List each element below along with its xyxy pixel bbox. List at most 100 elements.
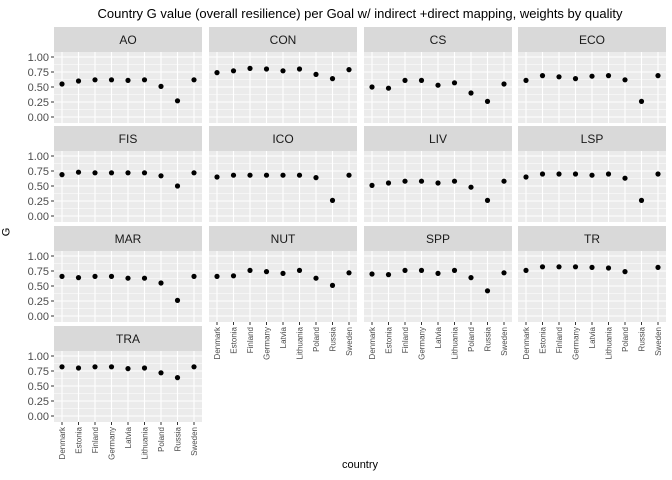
data-point (539, 73, 546, 79)
y-tick-label: 0.75 (28, 67, 49, 79)
data-point (174, 375, 181, 381)
facet-strip-label: AO (119, 33, 136, 47)
data-point (572, 76, 579, 82)
facet-strip (209, 126, 357, 151)
y-tick-label: 0.50 (28, 82, 49, 94)
facet-strip-label: MAR (115, 232, 142, 246)
facet-strip-label: SPP (426, 232, 450, 246)
facet-panel-con: CON (209, 27, 357, 123)
data-point (280, 68, 286, 74)
x-tick-label: Russia (329, 326, 338, 351)
data-point (484, 197, 491, 203)
data-point (174, 98, 181, 104)
data-point (263, 172, 270, 178)
data-point (158, 173, 164, 179)
y-tick-label: 0.00 (28, 411, 49, 423)
x-tick-label: Denmark (522, 326, 531, 359)
x-tick-label: Sweden (190, 427, 199, 456)
x-tick-label: Sweden (500, 327, 509, 356)
data-point (589, 264, 595, 270)
facet-panel-ao: AO 0.00 0.25 0.50 0.75 1.00 (28, 27, 202, 124)
data-point (556, 171, 562, 177)
data-point (418, 267, 425, 273)
data-point (92, 364, 98, 370)
facet-panel-tra: TRA 0.00 0.25 0.50 0.75 1.00 (28, 326, 202, 423)
data-point (418, 77, 425, 83)
data-point (59, 364, 65, 370)
x-tick-label: Germany (108, 427, 117, 460)
data-point (230, 172, 237, 178)
data-point (655, 73, 661, 79)
data-point (247, 65, 253, 71)
x-tick-label: Latvia (279, 326, 288, 348)
data-point (556, 74, 562, 80)
y-tick-label: 0.00 (28, 211, 49, 223)
y-tick-label: 0.25 (28, 196, 49, 208)
data-point (346, 67, 352, 73)
data-point (92, 273, 98, 279)
y-tick-label: 0.75 (28, 166, 49, 178)
data-point (59, 172, 65, 178)
data-point (313, 175, 319, 181)
data-point (385, 85, 392, 91)
data-point (125, 275, 131, 281)
data-point (174, 297, 181, 303)
data-point (214, 273, 220, 279)
facet-strip (54, 326, 202, 351)
facet-strip (518, 27, 666, 52)
data-point (572, 264, 579, 270)
x-tick-label: Denmark (58, 426, 67, 459)
data-point (523, 267, 529, 273)
x-tick-label: Finland (401, 327, 410, 353)
x-tick-label: Estonia (230, 326, 239, 353)
data-point (523, 77, 529, 83)
data-point (158, 370, 164, 376)
data-point (141, 275, 148, 281)
data-point (108, 170, 115, 176)
data-point (92, 170, 98, 176)
x-tick-label: Lithuania (296, 326, 305, 359)
data-point (296, 66, 303, 72)
data-point (158, 280, 164, 286)
data-point (655, 264, 661, 270)
y-tick-label: 0.25 (28, 97, 49, 109)
data-point (263, 66, 270, 72)
data-point (75, 169, 82, 175)
y-tick-label: 0.25 (28, 296, 49, 308)
y-tick-label: 1.00 (28, 251, 49, 263)
facet-strip (54, 27, 202, 52)
data-point (539, 171, 546, 177)
facet-strip (209, 27, 357, 52)
data-point (451, 267, 458, 273)
data-point (501, 270, 507, 276)
data-point (75, 275, 82, 281)
data-point (369, 182, 375, 188)
facet-panel-tr: TR (518, 226, 666, 322)
data-point (313, 71, 319, 77)
data-point (125, 77, 131, 83)
data-point (638, 98, 645, 104)
y-axis-label: G (0, 227, 13, 237)
x-tick-label: Germany (263, 327, 272, 360)
data-point (572, 171, 579, 177)
data-point (605, 73, 612, 79)
x-tick-label: Poland (467, 327, 476, 352)
data-point (605, 171, 612, 177)
data-point (418, 178, 425, 184)
facet-panel-cs: CS (364, 27, 512, 123)
x-tick-label: Lithuania (141, 426, 150, 459)
facet-strip-label: TRA (116, 332, 140, 346)
data-point (247, 267, 253, 273)
data-point (655, 171, 661, 177)
facet-panel-liv: LIV (364, 126, 512, 222)
data-point (296, 267, 303, 273)
x-tick-label: Estonia (75, 426, 84, 453)
data-point (158, 83, 164, 89)
x-axis-label: country (341, 459, 379, 471)
data-point (141, 170, 148, 176)
data-point (263, 269, 270, 275)
facet-strip (54, 226, 202, 251)
data-point (230, 273, 237, 279)
data-point (451, 80, 458, 86)
